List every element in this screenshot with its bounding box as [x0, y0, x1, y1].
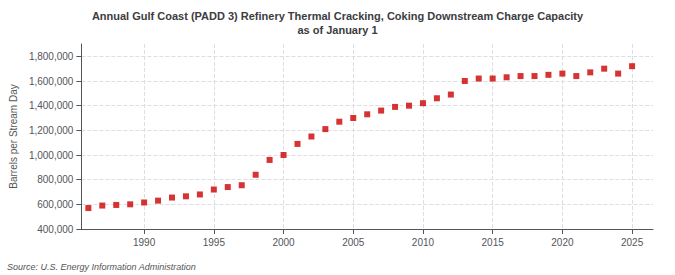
svg-text:800,000: 800,000 [37, 174, 74, 185]
svg-text:1,800,000: 1,800,000 [29, 51, 74, 62]
svg-text:as of January 1: as of January 1 [297, 24, 377, 36]
svg-text:1,000,000: 1,000,000 [29, 150, 74, 161]
svg-text:400,000: 400,000 [37, 224, 74, 235]
svg-text:Source: U.S. Energy Informatio: Source: U.S. Energy Information Administ… [7, 262, 196, 272]
svg-text:1990: 1990 [133, 237, 156, 248]
svg-text:2000: 2000 [272, 237, 295, 248]
svg-text:2005: 2005 [342, 237, 365, 248]
svg-text:2025: 2025 [621, 237, 644, 248]
svg-text:Annual Gulf Coast (PADD 3) Ref: Annual Gulf Coast (PADD 3) Refinery Ther… [92, 10, 584, 22]
svg-text:1,400,000: 1,400,000 [29, 100, 74, 111]
svg-text:2020: 2020 [551, 237, 574, 248]
svg-text:600,000: 600,000 [37, 199, 74, 210]
svg-text:Barrels per Stream Day: Barrels per Stream Day [8, 84, 19, 188]
svg-text:2010: 2010 [412, 237, 435, 248]
svg-text:1,600,000: 1,600,000 [29, 76, 74, 87]
svg-text:2015: 2015 [482, 237, 505, 248]
svg-text:1995: 1995 [203, 237, 226, 248]
svg-text:1,200,000: 1,200,000 [29, 125, 74, 136]
